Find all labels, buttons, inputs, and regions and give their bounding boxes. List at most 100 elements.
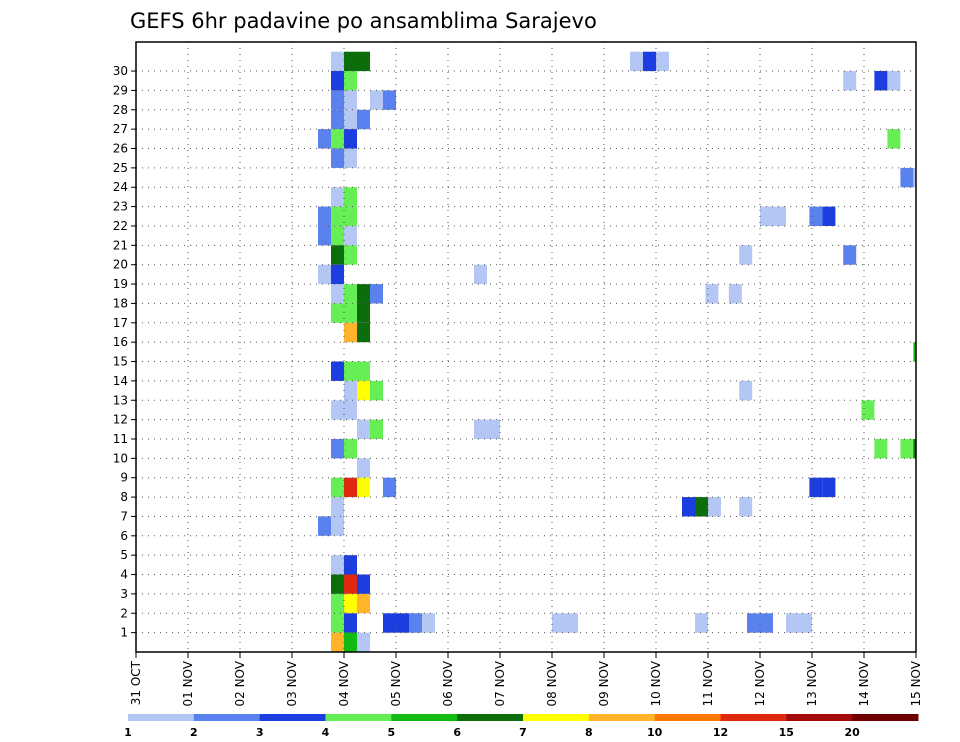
cell-47 (344, 555, 357, 575)
x-tick-label-6: 06 NOV (441, 660, 455, 706)
cell-54 (357, 284, 370, 304)
cell-41 (344, 322, 357, 343)
x-tick-label-3: 03 NOV (285, 660, 299, 706)
cell-70 (383, 477, 396, 498)
colorbar-label-5: 5 (387, 726, 395, 739)
y-tick-label-7: 7 (120, 509, 128, 523)
cell-82 (656, 51, 669, 72)
cell-39 (344, 284, 357, 304)
cell-44 (344, 400, 357, 420)
x-tick-label-10: 10 NOV (649, 660, 663, 706)
cell-67 (370, 380, 383, 401)
cell-91 (739, 497, 753, 517)
data-cells (318, 51, 916, 652)
y-tick-label-13: 13 (113, 393, 128, 407)
cell-22 (331, 613, 344, 633)
colorbar-swatch-9 (720, 714, 787, 721)
cell-60 (357, 458, 370, 478)
x-tick-label-2: 02 NOV (233, 660, 247, 706)
colorbar-swatch-10 (786, 714, 853, 721)
cell-5 (331, 148, 344, 168)
cell-88 (728, 284, 742, 304)
cell-59 (357, 419, 370, 439)
cell-17 (331, 497, 344, 517)
y-tick-label-6: 6 (120, 529, 128, 543)
cell-79 (565, 613, 578, 633)
cell-30 (344, 71, 357, 91)
colorbar-label-8: 8 (585, 726, 593, 739)
cell-12 (331, 303, 344, 323)
colorbar-label-7: 7 (519, 726, 527, 739)
cell-80 (630, 51, 643, 72)
colorbar-swatch-1 (193, 714, 261, 721)
cell-95 (773, 206, 786, 226)
cell-48 (344, 574, 357, 594)
colorbar-label-6: 6 (453, 726, 461, 739)
colorbar-label-20: 20 (845, 726, 861, 739)
cell-34 (344, 148, 357, 168)
cell-107 (887, 129, 901, 149)
cell-45 (344, 439, 357, 459)
colorbar-label-2: 2 (190, 726, 198, 739)
colorbar-swatch-8 (654, 714, 721, 721)
cell-100 (809, 477, 823, 498)
cell-1 (331, 71, 344, 91)
y-tick-label-29: 29 (113, 83, 128, 97)
y-tick-label-24: 24 (113, 180, 128, 194)
x-tick-label-7: 07 NOV (493, 660, 507, 706)
cell-14 (331, 400, 344, 420)
cell-8 (331, 226, 344, 246)
cell-72 (396, 613, 409, 633)
cell-75 (474, 264, 487, 285)
cell-32 (344, 109, 357, 130)
colorbar-swatch-6 (523, 714, 590, 721)
cell-55 (357, 303, 370, 323)
cell-99 (822, 206, 836, 226)
colorbar-label-3: 3 (256, 726, 264, 739)
cell-43 (344, 380, 357, 401)
y-tick-label-15: 15 (113, 355, 128, 369)
x-tick-label-0: 31 OCT (129, 660, 143, 705)
y-axis: 1234567891011121314151617181920212223242… (113, 64, 136, 640)
x-tick-label-14: 14 NOV (857, 660, 871, 706)
y-tick-label-10: 10 (113, 451, 128, 465)
cell-92 (747, 613, 760, 633)
cell-103 (843, 245, 857, 265)
colorbar-swatch-3 (325, 714, 392, 721)
cell-3 (331, 109, 344, 130)
y-tick-label-5: 5 (120, 548, 128, 562)
cell-58 (357, 380, 370, 401)
y-tick-label-11: 11 (113, 432, 128, 446)
cell-81 (643, 51, 656, 72)
cell-42 (344, 361, 357, 381)
cell-4 (331, 129, 344, 149)
cell-68 (370, 419, 383, 439)
cell-89 (739, 245, 753, 265)
y-tick-label-19: 19 (113, 277, 128, 291)
cell-20 (331, 574, 344, 594)
cell-71 (383, 613, 396, 633)
cell-86 (708, 497, 721, 517)
cell-65 (370, 90, 383, 110)
cell-77 (487, 419, 500, 439)
cell-69 (383, 90, 396, 110)
y-tick-label-3: 3 (120, 587, 128, 601)
y-tick-label-23: 23 (113, 200, 128, 214)
colorbar: 1 2 3 4 5 6 7 8 10 12 15 20 (124, 714, 919, 739)
cell-52 (357, 51, 370, 72)
cell-38 (344, 245, 357, 265)
cell-37 (344, 226, 357, 246)
y-tick-label-21: 21 (113, 238, 128, 252)
cell-53 (357, 109, 370, 130)
cell-62 (357, 574, 370, 594)
y-tick-label-22: 22 (113, 219, 128, 233)
x-axis: 31 OCT 01 NOV 02 NOV 03 NOV 04 NOV 05 NOV 06 N… (129, 652, 923, 707)
x-tick-label-12: 12 NOV (753, 660, 767, 706)
colorbar-label-15: 15 (779, 726, 794, 739)
x-tick-label-13: 13 NOV (805, 660, 819, 706)
y-tick-label-20: 20 (113, 258, 128, 272)
cell-76 (474, 419, 487, 439)
cell-113 (913, 342, 916, 362)
cell-27 (318, 264, 331, 285)
